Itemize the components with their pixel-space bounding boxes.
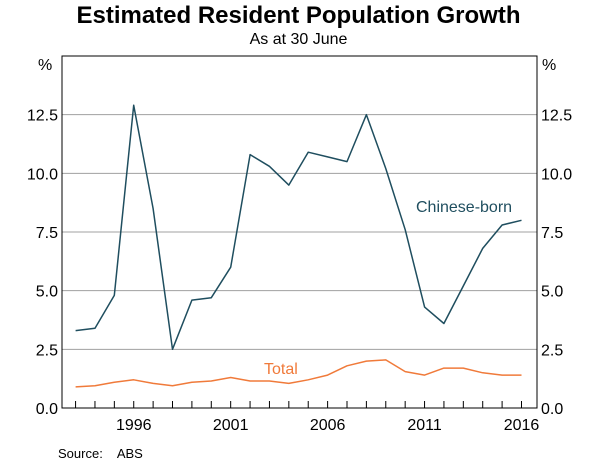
chart-title: Estimated Resident Population Growth bbox=[76, 2, 521, 29]
x-axis-ticks bbox=[75, 401, 522, 408]
x-tick-label: 2006 bbox=[310, 417, 346, 434]
chart-subtitle: As at 30 June bbox=[249, 31, 348, 48]
y-axis-unit-right: % bbox=[542, 57, 556, 74]
y-tick-label-left: 7.5 bbox=[36, 225, 58, 242]
y-tick-label-left: 5.0 bbox=[36, 284, 58, 301]
y-axis-unit-left: % bbox=[38, 57, 52, 74]
plot-frame bbox=[61, 55, 538, 409]
series-line-total bbox=[75, 359, 522, 388]
y-tick-label-left: 12.5 bbox=[27, 108, 58, 125]
y-tick-label-left: 10.0 bbox=[27, 166, 58, 183]
source-label: Source: bbox=[58, 446, 103, 461]
y-tick-label-right: 7.5 bbox=[541, 225, 563, 242]
series-lines bbox=[75, 104, 522, 388]
x-axis-labels: 1996 2001 2006 2011 2016 bbox=[116, 417, 539, 434]
x-tick-label: 2011 bbox=[407, 417, 442, 434]
series-label-total: Total bbox=[264, 361, 298, 378]
source-note: Source: ABS bbox=[58, 446, 143, 461]
x-tick-label: 1996 bbox=[116, 417, 152, 434]
y-tick-label-right: 2.5 bbox=[541, 342, 563, 359]
y-tick-label-right: 10.0 bbox=[541, 166, 572, 183]
y-tick-label-right: 5.0 bbox=[541, 284, 563, 301]
x-tick-label: 2016 bbox=[504, 417, 540, 434]
series-label-chinese-born: Chinese-born bbox=[416, 199, 512, 216]
y-tick-label-left: 0.0 bbox=[36, 401, 58, 418]
x-tick-label: 2001 bbox=[213, 417, 249, 434]
y-tick-label-left: 2.5 bbox=[36, 342, 58, 359]
y-tick-label-right: 12.5 bbox=[541, 108, 572, 125]
y-axis-labels: 0.0 0.0 2.5 2.5 5.0 5.0 7.5 7.5 10.0 10.0 12.5 12.5 bbox=[27, 108, 572, 418]
gridlines bbox=[62, 114, 537, 350]
y-tick-label-right: 0.0 bbox=[541, 401, 563, 418]
series-line-chinese-born bbox=[75, 104, 522, 351]
source-value: ABS bbox=[116, 446, 143, 461]
